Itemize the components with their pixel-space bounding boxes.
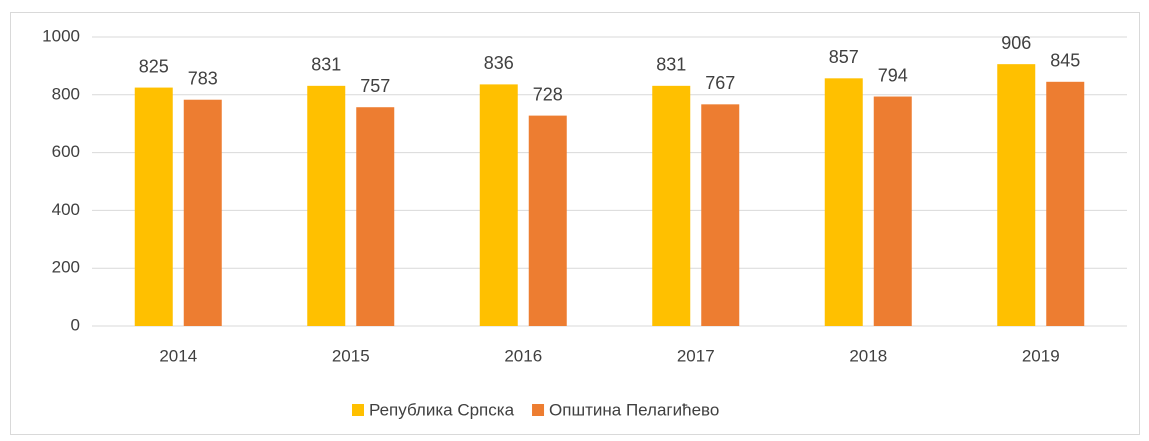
x-tick-label: 2016 <box>504 346 542 365</box>
x-tick-label: 2014 <box>159 346 197 365</box>
bar <box>873 96 912 326</box>
x-tick-label: 2015 <box>332 346 370 365</box>
bar <box>1046 81 1085 326</box>
value-label: 757 <box>360 76 390 96</box>
y-tick-label: 800 <box>52 84 80 103</box>
value-label: 857 <box>829 47 859 67</box>
value-label: 845 <box>1050 51 1080 71</box>
bar <box>528 115 567 326</box>
legend-swatch <box>532 404 545 416</box>
bar <box>307 85 346 326</box>
chart-frame <box>10 12 1140 435</box>
value-label: 767 <box>705 73 735 93</box>
bar <box>701 104 740 326</box>
y-tick-label: 0 <box>71 315 80 334</box>
y-tick-label: 600 <box>52 142 80 161</box>
bar <box>479 84 518 327</box>
value-label: 906 <box>1001 33 1031 53</box>
bar <box>183 99 222 326</box>
legend-label: Општина Пелагићево <box>549 400 719 419</box>
value-label: 836 <box>484 53 514 73</box>
legend-label: Република Српска <box>369 400 515 419</box>
bar <box>997 64 1036 326</box>
x-tick-label: 2018 <box>849 346 887 365</box>
x-tick-label: 2019 <box>1022 346 1060 365</box>
value-label: 794 <box>878 65 908 85</box>
y-tick-label: 200 <box>52 258 80 277</box>
legend-swatch <box>352 404 364 416</box>
y-tick-label: 1000 <box>42 26 80 45</box>
value-label: 831 <box>311 55 341 75</box>
bar <box>652 85 691 326</box>
value-label: 783 <box>188 68 218 88</box>
value-label: 831 <box>656 55 686 75</box>
bar <box>134 87 173 326</box>
x-tick-label: 2017 <box>677 346 715 365</box>
bar <box>356 107 395 327</box>
y-tick-label: 400 <box>52 200 80 219</box>
bar <box>824 78 863 327</box>
value-label: 728 <box>533 84 563 104</box>
value-label: 825 <box>139 56 169 76</box>
